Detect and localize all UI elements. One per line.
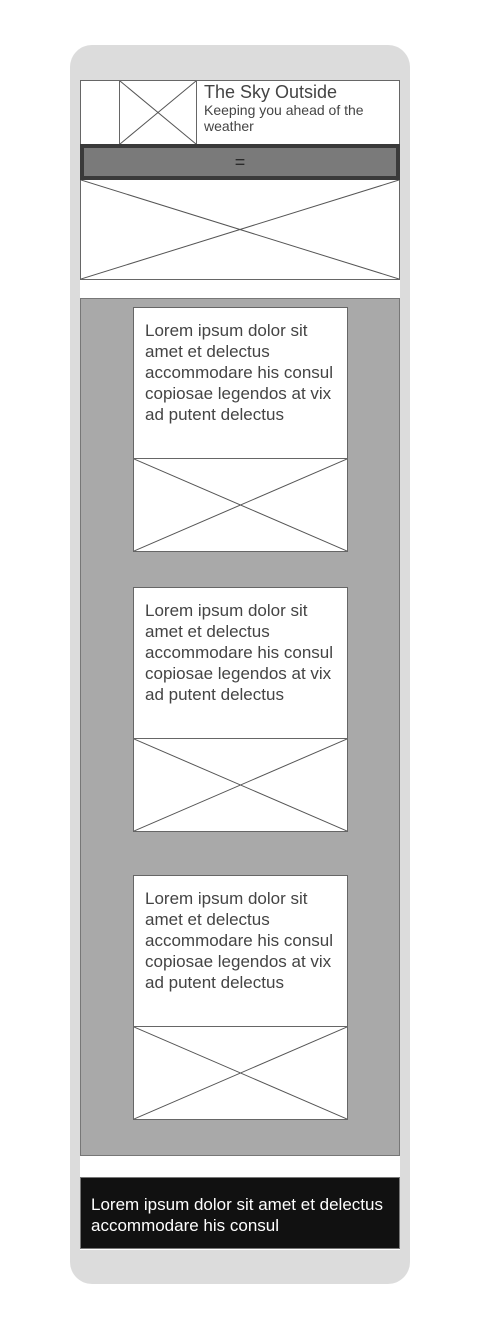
card-text: Lorem ipsum dolor sit amet et delectus a… xyxy=(145,321,334,424)
hero-image-placeholder xyxy=(80,180,400,280)
site-title: The Sky Outside xyxy=(204,82,338,102)
card-image-placeholder xyxy=(133,1026,348,1120)
card-text: Lorem ipsum dolor sit amet et delectus a… xyxy=(145,889,334,992)
logo-image-placeholder-icon xyxy=(119,80,197,145)
card-text: Lorem ipsum dolor sit amet et delectus a… xyxy=(145,601,334,704)
content-card: Lorem ipsum dolor sit amet et delectus a… xyxy=(133,875,348,1120)
image-placeholder-icon xyxy=(120,81,196,144)
image-placeholder-icon xyxy=(134,1027,347,1119)
site-tagline: Keeping you ahead of the weather xyxy=(204,102,364,134)
footer-text: Lorem ipsum dolor sit amet et delectus a… xyxy=(91,1195,383,1235)
card-image-placeholder xyxy=(133,458,348,552)
image-placeholder-icon xyxy=(134,459,347,551)
content-card: Lorem ipsum dolor sit amet et delectus a… xyxy=(133,587,348,832)
image-placeholder-icon xyxy=(134,739,347,831)
card-image-placeholder xyxy=(133,738,348,832)
content-card: Lorem ipsum dolor sit amet et delectus a… xyxy=(133,307,348,552)
hamburger-menu-icon: = xyxy=(234,152,246,172)
site-footer: Lorem ipsum dolor sit amet et delectus a… xyxy=(80,1177,400,1249)
hamburger-menu-button[interactable]: = xyxy=(84,148,396,176)
image-placeholder-icon xyxy=(81,180,399,279)
